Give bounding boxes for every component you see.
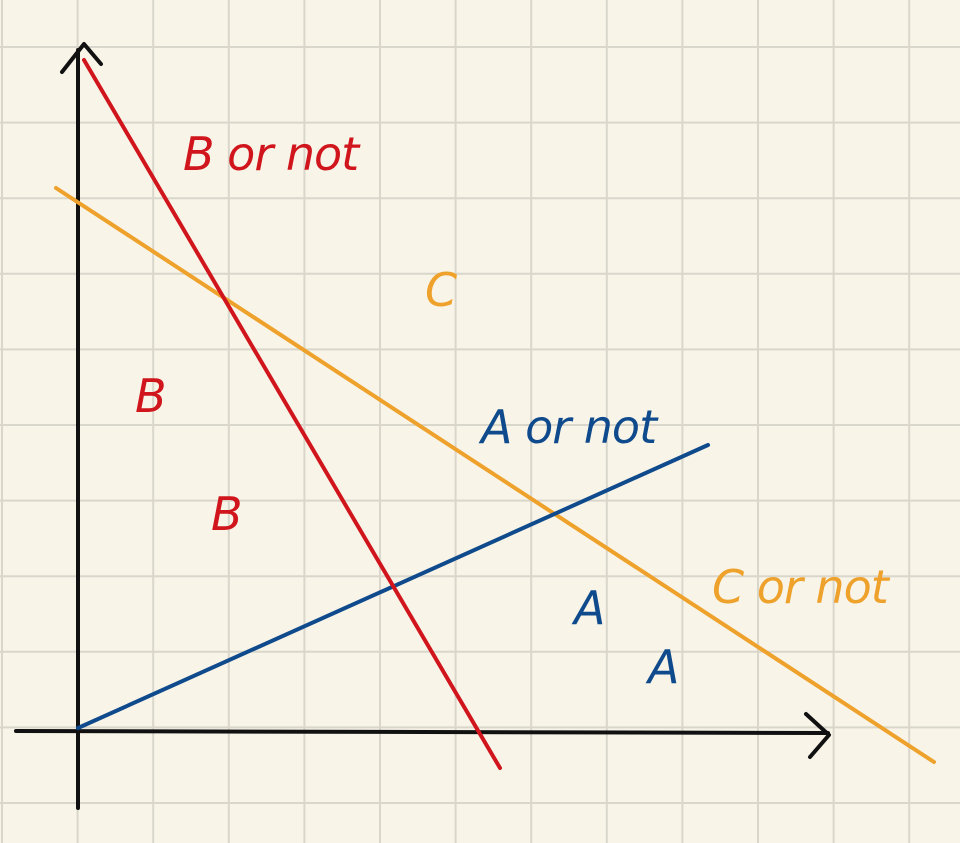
x-axis xyxy=(14,729,830,735)
y-axis-arrow-icon xyxy=(60,42,103,74)
label-a-region-lower: A xyxy=(645,640,678,694)
red-boundary-line xyxy=(82,58,502,770)
orange-boundary-line xyxy=(54,186,936,764)
label-a-region-upper: A xyxy=(571,581,604,635)
label-b-or-not: B or not xyxy=(183,127,361,181)
label-c-or-not: C or not xyxy=(712,560,891,614)
label-a-or-not: A or not xyxy=(478,400,659,454)
label-b-region-upper: B xyxy=(135,369,166,423)
label-b-region-lower: B xyxy=(211,487,242,541)
axes xyxy=(14,42,831,810)
x-axis-arrow-icon xyxy=(804,712,831,759)
label-c-region: C xyxy=(425,263,457,317)
